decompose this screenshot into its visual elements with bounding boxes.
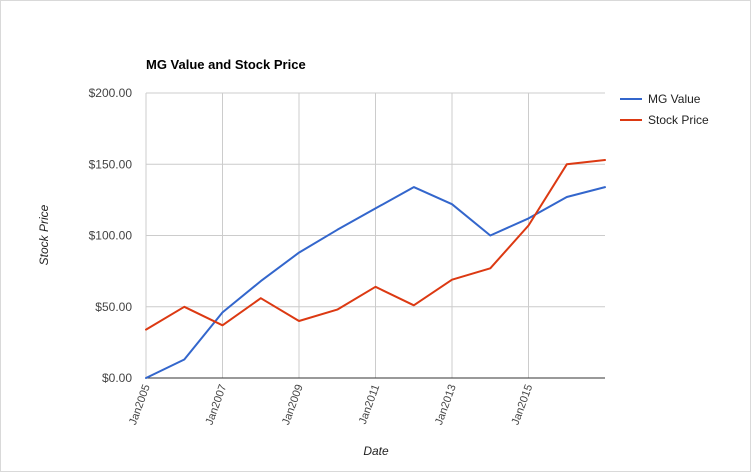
series-line-stock-price xyxy=(145,159,606,331)
y-tick-label: $100.00 xyxy=(89,229,133,243)
y-axis-ticks: $0.00 $50.00 $100.00 $150.00 $200.00 xyxy=(89,86,133,385)
legend-label-mg-value: MG Value xyxy=(648,92,701,106)
legend: MG Value Stock Price xyxy=(620,92,709,127)
legend-label-stock-price: Stock Price xyxy=(648,113,709,127)
series-line-mg-value xyxy=(145,186,606,379)
y-tick-label: $200.00 xyxy=(89,86,133,100)
series-layer xyxy=(145,159,606,379)
x-axis-title: Date xyxy=(363,444,389,458)
y-tick-label: $150.00 xyxy=(89,157,133,171)
grid-layer xyxy=(145,92,605,378)
y-tick-label: $0.00 xyxy=(102,371,132,385)
y-axis-title: Stock Price xyxy=(37,204,51,265)
y-tick-label: $50.00 xyxy=(95,300,132,314)
chart-title: MG Value and Stock Price xyxy=(146,57,306,72)
